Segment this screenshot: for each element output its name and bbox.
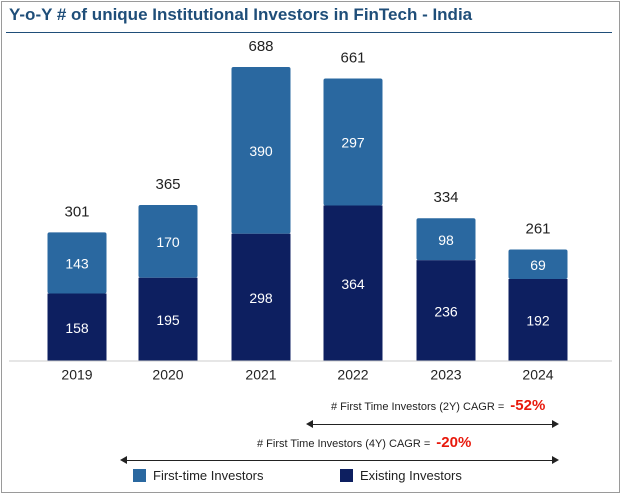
legend-swatch-first-time [133, 469, 146, 482]
data-label-existing-2019: 158 [65, 320, 89, 336]
bar-existing-2022 [323, 205, 383, 361]
data-label-existing-2023: 236 [434, 303, 458, 319]
cagr-2y-label: # First Time Investors (2Y) CAGR = [331, 401, 505, 413]
data-label-existing-2021: 298 [249, 290, 273, 306]
legend-label-first-time: First-time Investors [153, 468, 264, 483]
bar-existing-2023 [416, 260, 476, 361]
cagr-4y-annotation: # First Time Investors (4Y) CAGR = -20% [257, 434, 471, 451]
data-label-first-time-2019: 143 [65, 256, 89, 272]
bar-existing-2019 [47, 293, 107, 361]
data-label-total-2024: 261 [525, 220, 550, 237]
legend-item-existing: Existing Investors [340, 468, 462, 483]
x-tick-label-2023: 2023 [430, 367, 461, 383]
bar-first-time-2022 [323, 78, 383, 206]
bar-existing-2021 [231, 233, 291, 361]
data-label-first-time-2022: 297 [341, 135, 365, 151]
cagr-2y-arrow-right-icon [552, 420, 559, 428]
legend-item-first-time: First-time Investors [133, 468, 264, 483]
data-label-existing-2022: 364 [341, 276, 365, 292]
cagr-4y-value: -20% [436, 434, 472, 451]
data-label-total-2023: 334 [433, 189, 458, 206]
x-tick-label-2022: 2022 [337, 367, 368, 383]
bar-first-time-2021 [231, 67, 291, 234]
legend-label-existing: Existing Investors [360, 468, 462, 483]
bar-first-time-2023 [416, 218, 476, 261]
cagr-2y-value: -52% [510, 397, 546, 414]
data-label-total-2019: 301 [64, 203, 89, 220]
x-tick-label-2024: 2024 [522, 367, 553, 383]
data-label-total-2020: 365 [155, 176, 180, 193]
title-divider [6, 32, 612, 33]
bar-first-time-2024 [508, 249, 568, 279]
legend-swatch-existing [340, 469, 353, 482]
cagr-2y-arrow-line [311, 424, 555, 425]
data-label-first-time-2024: 69 [530, 257, 546, 273]
cagr-4y-arrow-right-icon [552, 456, 559, 464]
x-tick-label-2019: 2019 [61, 367, 92, 383]
data-label-first-time-2020: 170 [156, 234, 180, 250]
cagr-4y-label: # First Time Investors (4Y) CAGR = [257, 438, 431, 450]
bar-first-time-2020 [138, 205, 198, 278]
x-tick-label-2021: 2021 [245, 367, 276, 383]
cagr-2y-annotation: # First Time Investors (2Y) CAGR = -52% [331, 397, 545, 414]
x-tick-label-2020: 2020 [152, 367, 183, 383]
data-label-existing-2024: 192 [526, 313, 550, 329]
cagr-2y-arrow-left-icon [306, 420, 313, 428]
chart-title: Y-o-Y # of unique Institutional Investor… [9, 5, 473, 24]
data-label-total-2021: 688 [248, 38, 273, 55]
bar-first-time-2019 [47, 232, 107, 294]
data-label-first-time-2021: 390 [249, 143, 273, 159]
cagr-4y-arrow-line [125, 460, 555, 461]
data-label-existing-2020: 195 [156, 312, 180, 328]
bar-existing-2024 [508, 278, 568, 361]
cagr-4y-arrow-left-icon [120, 456, 127, 464]
bar-existing-2020 [138, 277, 198, 361]
data-label-first-time-2023: 98 [438, 232, 454, 248]
data-label-total-2022: 661 [340, 50, 365, 67]
